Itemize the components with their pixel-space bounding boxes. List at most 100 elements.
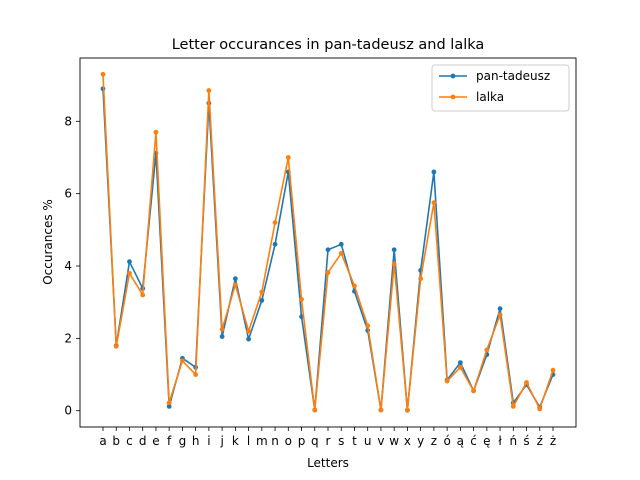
data-point: [259, 297, 265, 303]
plot-frame: [79, 57, 577, 428]
data-point: [312, 407, 318, 413]
data-point: [180, 358, 185, 364]
data-point: [497, 306, 503, 312]
y-tick-label: 0: [64, 404, 72, 418]
data-point: [246, 336, 251, 342]
data-point: [246, 328, 251, 334]
data-point: [471, 388, 476, 394]
x-tick-label: m: [256, 434, 268, 448]
data-point: [232, 276, 238, 282]
data-point: [219, 334, 225, 339]
data-point: [127, 259, 132, 265]
data-point: [193, 372, 199, 377]
y-tick-label: 8: [64, 114, 72, 128]
x-tick-label: ś: [523, 434, 529, 448]
x-tick-label: x: [404, 434, 411, 448]
data-point: [431, 200, 437, 206]
data-point: [352, 283, 357, 289]
data-point: [153, 129, 159, 135]
legend-label: pan-tadeusz: [476, 69, 550, 83]
data-point: [550, 367, 556, 373]
data-point: [391, 261, 397, 267]
data-point: [325, 270, 331, 275]
data-point: [272, 220, 278, 226]
x-tick-label: y: [417, 434, 424, 448]
data-point: [431, 169, 437, 175]
x-tick-label: ę: [483, 434, 490, 448]
data-point: [232, 282, 238, 288]
data-point: [405, 407, 410, 413]
data-point: [299, 296, 304, 302]
x-tick-label: f: [167, 434, 172, 448]
data-point: [127, 270, 132, 276]
legend-marker: [450, 94, 456, 100]
data-point: [510, 403, 516, 409]
x-tick-label: q: [311, 434, 319, 448]
x-tick-label: ż: [550, 434, 556, 448]
x-tick-label: h: [192, 434, 200, 448]
data-point: [484, 347, 490, 353]
data-point: [537, 406, 543, 412]
data-point: [285, 155, 291, 160]
x-tick-label: t: [352, 434, 357, 448]
x-tick-label: c: [126, 434, 133, 448]
data-point: [457, 360, 463, 366]
data-point: [378, 407, 384, 413]
x-tick-label: ź: [537, 434, 543, 448]
x-tick-label: u: [364, 434, 372, 448]
x-tick-label: s: [338, 434, 344, 448]
x-tick-label: ć: [470, 434, 477, 448]
x-tick-label: ł: [498, 434, 502, 448]
x-tick-label: ą: [457, 434, 464, 448]
x-tick-label: n: [271, 434, 279, 448]
x-tick-label: d: [139, 434, 147, 448]
x-tick-label: ń: [509, 434, 517, 448]
legend: pan-tadeusz lalka: [431, 64, 570, 112]
data-point: [206, 88, 212, 93]
data-point: [166, 400, 172, 406]
x-tick-label: o: [285, 434, 292, 448]
data-point: [391, 247, 397, 253]
y-tick-label: 2: [64, 331, 72, 345]
data-point: [219, 326, 225, 332]
x-tick-label: w: [389, 434, 399, 448]
x-tick-label: j: [219, 434, 223, 448]
data-point: [497, 312, 503, 318]
chart-title: Letter occurances in pan-tadeusz and lal…: [172, 37, 485, 53]
x-tick-label: v: [377, 434, 384, 448]
y-axis-label: Occurances %: [41, 199, 55, 285]
x-tick-label: b: [112, 434, 120, 448]
data-point: [338, 241, 344, 247]
data-point: [444, 378, 450, 384]
data-point: [365, 323, 371, 329]
x-tick-label: e: [152, 434, 159, 448]
data-point: [338, 250, 344, 256]
x-tick-label: l: [247, 434, 250, 448]
x-tick-label: z: [431, 434, 437, 448]
x-tick-label: r: [326, 434, 331, 448]
x-tick-label: g: [179, 434, 187, 448]
data-point: [100, 71, 106, 77]
data-point: [457, 364, 463, 370]
legend-marker: [450, 73, 456, 79]
plot-lines: [100, 71, 556, 413]
x-axis-label: Letters: [307, 456, 349, 470]
data-point: [325, 247, 331, 253]
data-point: [524, 380, 529, 385]
y-tick-label: 4: [64, 259, 72, 273]
y-axis: 0 2 4 6 8: [64, 114, 80, 418]
data-point: [418, 276, 424, 282]
x-tick-label: p: [298, 434, 306, 448]
x-tick-label: a: [99, 434, 106, 448]
data-point: [113, 343, 119, 349]
data-point: [140, 292, 146, 298]
y-tick-label: 6: [64, 187, 72, 201]
data-point: [259, 289, 265, 295]
data-point: [272, 241, 278, 247]
x-tick-label: ó: [443, 434, 450, 448]
x-tick-label: k: [232, 434, 239, 448]
legend-label: lalka: [476, 90, 504, 104]
x-tick-label: i: [207, 434, 210, 448]
